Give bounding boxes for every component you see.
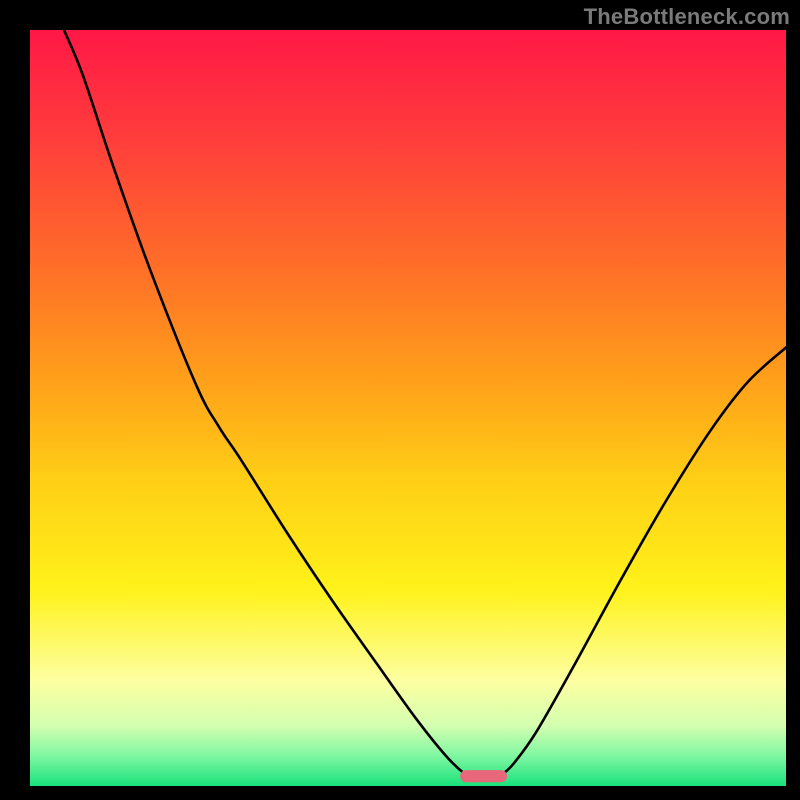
chart-frame: TheBottleneck.com bbox=[0, 0, 800, 800]
watermark-text: TheBottleneck.com bbox=[584, 4, 790, 30]
bottleneck-curve-chart bbox=[0, 0, 800, 800]
notch-marker bbox=[460, 770, 507, 782]
plot-background bbox=[30, 30, 786, 786]
